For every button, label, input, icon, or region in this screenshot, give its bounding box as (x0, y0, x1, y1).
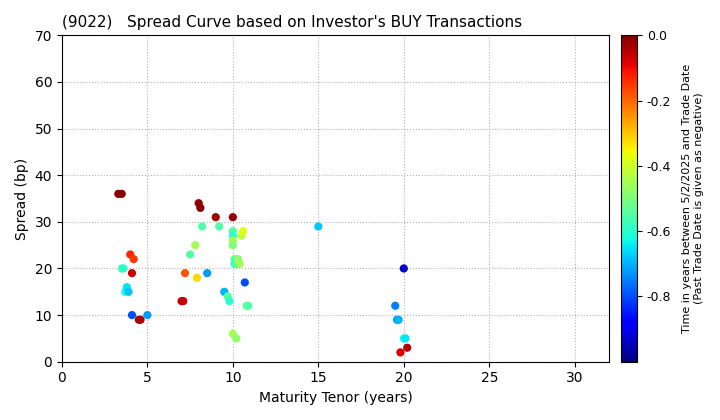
Point (120, 289, 131, 295)
Y-axis label: Spread (bp): Spread (bp) (15, 158, 29, 239)
Point (227, 237, 238, 244)
Point (390, 302, 401, 309)
Point (116, 191, 127, 197)
Point (227, 214, 238, 220)
Point (192, 274, 203, 281)
Point (402, 344, 413, 351)
Point (112, 191, 124, 197)
Point (219, 289, 230, 295)
Point (398, 335, 410, 342)
Point (176, 298, 187, 304)
Point (400, 335, 411, 342)
Point (202, 270, 213, 276)
Point (128, 256, 140, 262)
Point (126, 312, 138, 318)
Point (229, 260, 240, 267)
Point (395, 349, 406, 356)
Point (230, 260, 242, 267)
Point (393, 316, 405, 323)
Point (398, 265, 410, 272)
Point (234, 260, 246, 267)
X-axis label: Maturity Tenor (years): Maturity Tenor (years) (258, 391, 413, 405)
Point (126, 270, 138, 276)
Point (125, 251, 136, 258)
Point (197, 223, 208, 230)
Point (121, 284, 132, 291)
Point (224, 298, 235, 304)
Point (227, 228, 238, 234)
Point (123, 289, 135, 295)
Point (210, 214, 222, 220)
Point (227, 331, 238, 337)
Point (227, 232, 238, 239)
Point (178, 298, 189, 304)
Point (240, 302, 252, 309)
Point (227, 242, 238, 249)
Point (222, 293, 233, 300)
Point (142, 312, 153, 318)
Point (213, 223, 225, 230)
Point (135, 316, 146, 323)
Point (194, 205, 206, 211)
Point (391, 316, 402, 323)
Point (184, 251, 196, 258)
Point (116, 265, 127, 272)
Point (243, 302, 254, 309)
Point (238, 228, 249, 234)
Point (133, 316, 145, 323)
Point (193, 200, 204, 207)
Point (189, 242, 201, 249)
Point (229, 256, 240, 262)
Point (233, 256, 244, 262)
Point (312, 223, 324, 230)
Text: (9022)   Spread Curve based on Investor's BUY Transactions: (9022) Spread Curve based on Investor's … (62, 15, 522, 30)
Point (117, 265, 129, 272)
Point (179, 270, 191, 276)
Point (230, 335, 242, 342)
Point (230, 260, 242, 267)
Point (239, 279, 251, 286)
Y-axis label: Time in years between 5/2/2025 and Trade Date
(Past Trade Date is given as negat: Time in years between 5/2/2025 and Trade… (683, 64, 704, 333)
Point (235, 232, 247, 239)
